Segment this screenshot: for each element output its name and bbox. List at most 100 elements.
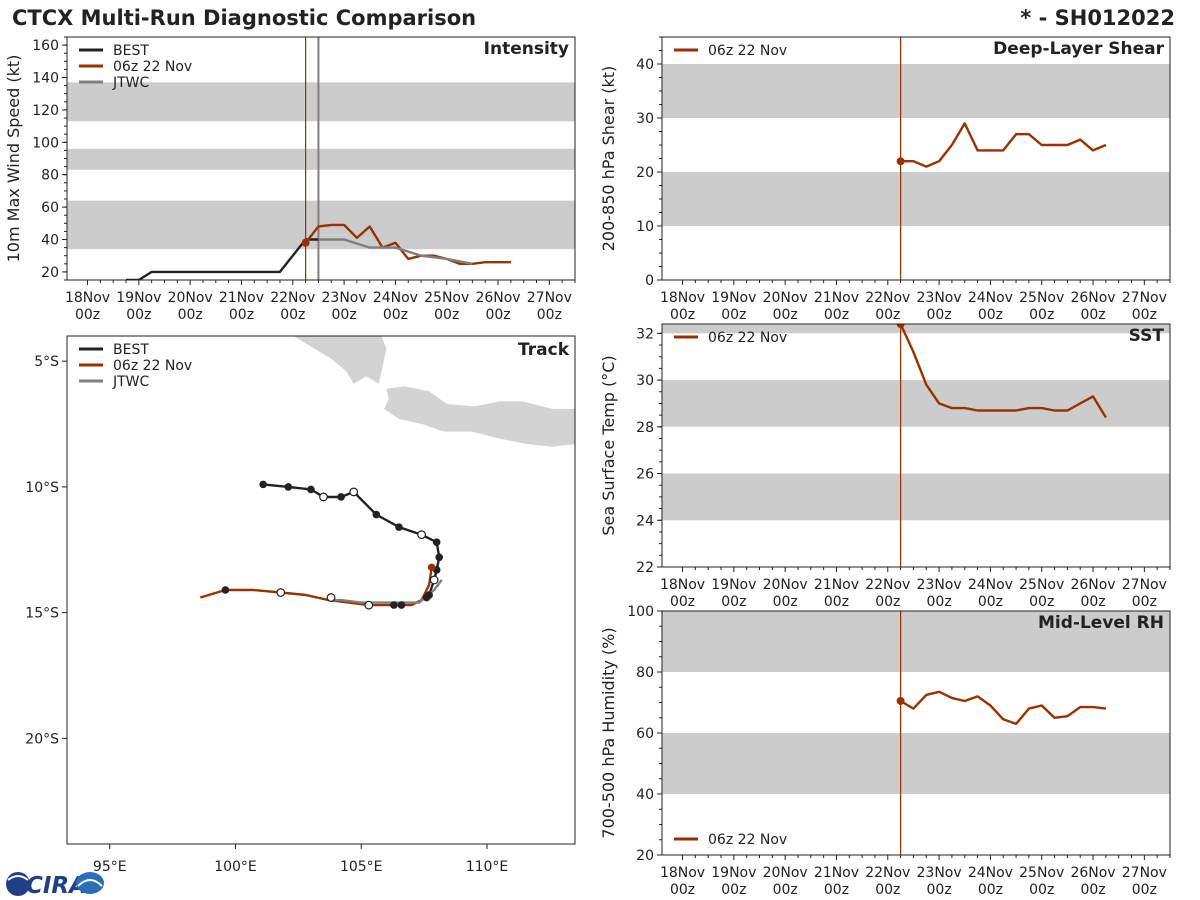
shear-xtick-label-day-5: 23Nov	[917, 290, 962, 306]
intensity-point-run-0	[301, 238, 310, 247]
track-ytick-label-3: 20°S	[25, 731, 59, 747]
intensity-ytick-label-0: 20	[41, 265, 59, 281]
shear-ytick-label-2: 20	[636, 165, 654, 181]
shear-xtick-label-hour-5: 00z	[927, 307, 952, 323]
track-extra-point-0-2	[326, 593, 336, 602]
shear-xtick-label-hour-9: 00z	[1132, 307, 1157, 323]
intensity-xtick-label-day-8: 26Nov	[475, 290, 520, 306]
track-legend-label-run: 06z 22 Nov	[113, 358, 192, 374]
track-extra-point-0-5	[397, 601, 406, 609]
rh-ytick-label-3: 80	[636, 665, 654, 681]
shear-xtick-label-hour-7: 00z	[1029, 307, 1054, 323]
track-ytick-label-0: 5°S	[34, 354, 59, 370]
intensity-xtick-label-hour-4: 00z	[280, 307, 305, 323]
track-series-best	[263, 483, 441, 599]
track-extra-point-0-0	[221, 586, 230, 594]
rh-xtick-label-day-7: 25Nov	[1019, 865, 1064, 881]
intensity-ytick-label-4: 100	[32, 135, 59, 151]
sst-plot-area	[662, 324, 1170, 567]
rh-title: Mid-Level RH	[1038, 613, 1164, 633]
intensity-ytick-label-2: 60	[41, 200, 59, 216]
rh-xtick-label-hour-0: 00z	[670, 882, 695, 898]
cira-globe-arc	[7, 875, 29, 881]
rh-series-run	[899, 690, 1107, 726]
shear-xtick-label-day-2: 20Nov	[763, 290, 808, 306]
shear-panel: 18Nov00z19Nov00z20Nov00z21Nov00z22Nov00z…	[599, 36, 1171, 323]
rh-panel: 18Nov00z19Nov00z20Nov00z21Nov00z22Nov00z…	[599, 604, 1171, 898]
intensity-xtick-label-day-4: 22Nov	[270, 290, 315, 306]
rh-xtick-label-day-1: 19Nov	[711, 865, 756, 881]
shear-band-1	[662, 64, 1170, 118]
intensity-xtick-label-hour-7: 00z	[434, 307, 459, 323]
sst-xtick-label-day-7: 25Nov	[1019, 577, 1064, 593]
rh-ylabel: 700-500 hPa Humidity (%)	[599, 627, 618, 838]
track-point-best-9	[432, 538, 441, 547]
intensity-xtick-label-day-5: 23Nov	[322, 290, 367, 306]
sst-band-0	[662, 473, 1170, 521]
cira-logo-swirl-arc	[77, 879, 103, 887]
shear-xtick-label-day-7: 25Nov	[1019, 290, 1064, 306]
rh-point-run-0	[896, 696, 905, 705]
track-point-best-0	[259, 480, 267, 489]
shear-xtick-label-day-0: 18Nov	[660, 290, 705, 306]
track-frame	[66, 335, 576, 845]
sst-xtick-label-day-3: 21Nov	[814, 577, 859, 593]
land-mass-2	[547, 408, 575, 417]
shear-plot-area	[662, 37, 1170, 280]
intensity-xtick-label-day-2: 20Nov	[168, 290, 213, 306]
sst-xtick-label-hour-6: 00z	[978, 594, 1003, 610]
shear-band-0	[662, 172, 1170, 226]
shear-xtick-label-hour-3: 00z	[824, 307, 849, 323]
rh-ytick-label-2: 60	[636, 726, 654, 742]
intensity-xtick-label-hour-6: 00z	[383, 307, 408, 323]
intensity-xtick-label-hour-0: 00z	[75, 307, 100, 323]
rh-xtick-label-day-6: 24Nov	[968, 865, 1013, 881]
track-point-best-14	[422, 593, 431, 602]
rh-xtick-label-day-0: 18Nov	[660, 865, 705, 881]
intensity-ytick-label-3: 80	[41, 168, 59, 184]
figure-title: CTCX Multi-Run Diagnostic Comparison	[12, 6, 476, 30]
sst-xtick-label-hour-7: 00z	[1029, 594, 1054, 610]
track-ytick-label-1: 10°S	[25, 480, 59, 496]
shear-xtick-label-hour-1: 00z	[721, 307, 746, 323]
sst-xtick-label-day-8: 26Nov	[1070, 577, 1115, 593]
sst-ytick-label-4: 30	[636, 373, 654, 389]
cira-logo-swirl-icon	[76, 872, 104, 894]
sst-xtick-label-hour-3: 00z	[824, 594, 849, 610]
intensity-xtick-label-day-6: 24Nov	[373, 290, 418, 306]
shear-xtick-label-day-1: 19Nov	[711, 290, 756, 306]
intensity-xtick-label-day-1: 19Nov	[116, 290, 161, 306]
shear-xtick-label-day-4: 22Nov	[865, 290, 910, 306]
sst-ytick-label-3: 28	[636, 420, 654, 436]
rh-ytick-label-1: 40	[636, 787, 654, 803]
shear-title: Deep-Layer Shear	[993, 39, 1164, 59]
intensity-title: Intensity	[484, 39, 569, 59]
track-xtick-label-3: 110°E	[466, 859, 509, 875]
shear-xtick-label-day-6: 24Nov	[968, 290, 1013, 306]
sst-band-2	[662, 324, 1170, 334]
intensity-band-2	[67, 82, 575, 122]
rh-ytick-label-4: 100	[627, 604, 654, 620]
rh-xtick-label-day-9: 27Nov	[1122, 865, 1167, 881]
storm-id: * - SH012022	[1020, 6, 1175, 30]
intensity-xtick-label-hour-9: 00z	[537, 307, 562, 323]
sst-ytick-label-0: 22	[636, 560, 654, 576]
intensity-legend-label-run: 06z 22 Nov	[113, 59, 192, 75]
sst-xtick-label-day-9: 27Nov	[1122, 577, 1167, 593]
track-xtick-label-1: 100°E	[214, 859, 257, 875]
rh-xtick-label-hour-7: 00z	[1029, 882, 1054, 898]
sst-title: SST	[1129, 326, 1165, 346]
track-title: Track	[518, 340, 570, 360]
track-point-best-10	[435, 553, 443, 562]
land-mass-0	[293, 336, 387, 384]
track-point-best-7	[395, 523, 403, 531]
track-legend-label-best: BEST	[113, 342, 149, 358]
sst-panel: 18Nov00z19Nov00z20Nov00z21Nov00z22Nov00z…	[599, 323, 1171, 610]
rh-xtick-label-hour-9: 00z	[1132, 882, 1157, 898]
track-extra-point-0-4	[390, 601, 398, 609]
shear-xtick-label-day-9: 27Nov	[1122, 290, 1167, 306]
track-xtick-label-2: 105°E	[340, 859, 383, 875]
intensity-ylabel: 10m Max Wind Speed (kt)	[4, 55, 23, 263]
track-xtick-label-0: 95°E	[93, 859, 127, 875]
track-point-best-4	[337, 493, 345, 501]
